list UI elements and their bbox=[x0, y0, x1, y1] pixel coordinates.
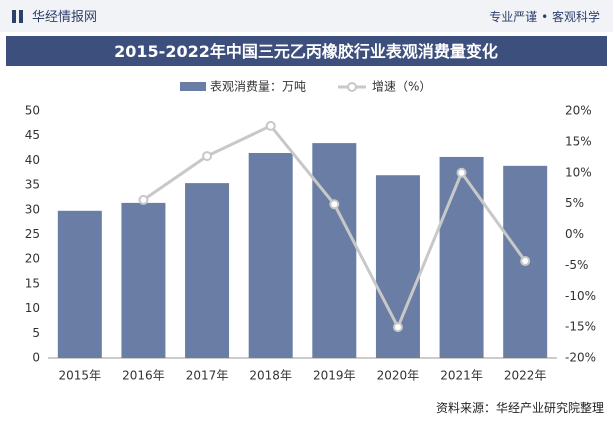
slogan: 专业严谨 • 客观科学 bbox=[489, 9, 600, 24]
chart-title: 2015-2022年中国三元乙丙橡胶行业表观消费量变化 bbox=[114, 42, 498, 61]
logo bbox=[19, 10, 23, 23]
x-tick-label: 2022年 bbox=[504, 369, 547, 383]
y-tick-label: 20 bbox=[25, 252, 40, 266]
bar bbox=[312, 143, 357, 358]
point bbox=[392, 322, 403, 333]
point bbox=[138, 194, 149, 205]
x-tick-label: 2018年 bbox=[249, 369, 292, 383]
y-tick-label: 0 bbox=[32, 351, 40, 365]
y2-tick-label: -20% bbox=[565, 351, 596, 365]
y2-tick-label: -15% bbox=[565, 320, 596, 334]
x-tick-label: 2021年 bbox=[440, 369, 483, 383]
y2-tick-label: 5% bbox=[565, 196, 584, 210]
y-tick-label: 30 bbox=[25, 202, 40, 216]
y-tick-label: 45 bbox=[25, 128, 40, 142]
y2-tick-label: 15% bbox=[565, 134, 592, 148]
bar bbox=[439, 156, 484, 358]
brand: 华经情报网 bbox=[32, 10, 97, 25]
point bbox=[265, 120, 276, 131]
title-bar bbox=[6, 36, 607, 66]
x-tick-label: 2015年 bbox=[59, 369, 102, 383]
y2-tick-label: -5% bbox=[565, 258, 588, 272]
x-tick-label: 2017年 bbox=[186, 369, 229, 383]
y-tick-label: 15 bbox=[25, 276, 40, 290]
y-tick-label: 35 bbox=[25, 178, 40, 192]
legend-swatch bbox=[347, 82, 357, 92]
bar bbox=[57, 210, 102, 358]
y-tick-label: 10 bbox=[25, 301, 40, 315]
point bbox=[520, 256, 531, 267]
y2-tick-label: 0% bbox=[565, 227, 584, 241]
legend-label: 表观消费量：万吨 bbox=[210, 80, 306, 94]
y2-tick-label: 20% bbox=[565, 104, 592, 118]
y-tick-label: 40 bbox=[25, 153, 40, 167]
source: 资料来源：华经产业研究院整理 bbox=[436, 400, 604, 415]
y-tick-label: 25 bbox=[25, 227, 40, 241]
y-tick-label: 50 bbox=[25, 104, 40, 118]
bar bbox=[248, 152, 293, 358]
point bbox=[329, 199, 340, 210]
bar bbox=[185, 183, 230, 358]
bar bbox=[121, 202, 166, 358]
y2-tick-label: -10% bbox=[565, 289, 596, 303]
logo bbox=[12, 10, 16, 23]
y2-tick-label: 10% bbox=[565, 165, 592, 179]
point bbox=[202, 151, 213, 162]
y-tick-label: 5 bbox=[32, 326, 40, 340]
x-tick-label: 2016年 bbox=[122, 369, 165, 383]
x-tick-label: 2019年 bbox=[313, 369, 356, 383]
x-tick-label: 2020年 bbox=[377, 369, 420, 383]
point bbox=[456, 167, 467, 178]
header-bar bbox=[0, 0, 613, 32]
legend-swatch bbox=[180, 82, 206, 91]
legend-label: 增速（%） bbox=[372, 80, 431, 94]
